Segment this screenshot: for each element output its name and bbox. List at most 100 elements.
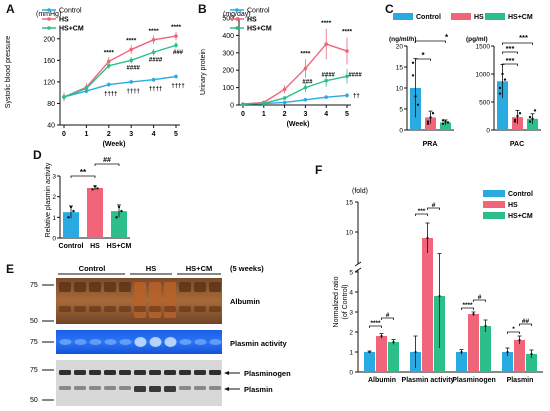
data-dot	[498, 86, 502, 90]
plasmin-activity-band	[59, 339, 72, 345]
plasmin-band	[209, 386, 221, 390]
y-tick-label: 0	[349, 370, 353, 377]
y-tick-label: 0	[230, 103, 234, 110]
data-point	[324, 78, 328, 83]
plasminogen-band	[149, 370, 161, 375]
data-point	[151, 77, 156, 82]
plasmin-band	[179, 386, 191, 390]
legend-c-hscm: HS+CM	[508, 14, 533, 21]
legend-a-hscm: HS+CM	[59, 26, 84, 33]
data-dot	[429, 116, 432, 119]
y-tick-label: 10	[396, 86, 404, 93]
data-point	[241, 102, 245, 106]
data-point	[345, 93, 349, 98]
panel-a-ylabel: Systolic blood pressure	[5, 36, 12, 108]
y-tick-label: 0	[486, 128, 490, 135]
y-tick-label: 500	[479, 100, 490, 107]
legend-f-hs-swatch	[483, 201, 505, 208]
sig-hash: ##	[103, 157, 111, 164]
albumin-band	[194, 282, 206, 292]
data-point	[345, 74, 349, 79]
sig-bracket	[519, 323, 532, 326]
panel-c-pra-xlabel: PRA	[423, 141, 438, 148]
plasminogen-mw-50: 50	[30, 397, 38, 404]
legend-c-hs: HS	[474, 14, 484, 21]
data-dot	[69, 205, 73, 209]
data-point	[151, 50, 156, 55]
plasminogen-band	[194, 370, 206, 375]
data-dot	[501, 72, 504, 76]
plasminogen-band	[119, 370, 131, 375]
plasminogen-band-label: Plasminogen	[244, 369, 291, 378]
x-tick-label: Plasmin	[507, 377, 534, 384]
sig-bracket	[381, 317, 394, 320]
data-dot	[93, 185, 97, 188]
y-tick-label: 120	[43, 79, 55, 86]
legend-c-control-swatch	[393, 13, 413, 20]
x-tick-label: 3	[303, 111, 307, 118]
y-tick-label: 1	[52, 215, 56, 222]
plasminogen-band	[59, 370, 71, 375]
y-tick-label: 15	[396, 65, 404, 72]
plasminogen-band	[74, 370, 86, 375]
plasminogen-band	[104, 370, 116, 375]
panel-e-blots: Control HS HS+CM (5 weeks) 75 50 Albumin…	[30, 264, 291, 406]
y-tick-label: 10	[346, 230, 354, 237]
data-point	[62, 95, 66, 99]
blot-timepoint: (5 weeks)	[230, 264, 264, 273]
bar	[87, 187, 103, 238]
sig-star: *	[445, 33, 449, 42]
data-point	[303, 97, 308, 102]
data-dot	[411, 61, 415, 64]
x-tick-label: 3	[129, 131, 133, 138]
data-dot	[503, 78, 507, 81]
data-point	[324, 95, 328, 99]
sig-dagger: ††	[353, 93, 360, 99]
data-dot	[115, 216, 118, 219]
plasmin-activity-band	[104, 339, 117, 345]
series-line-2	[63, 44, 177, 98]
sig-bracket	[427, 207, 440, 210]
sig-hscm: ####	[348, 72, 362, 78]
bar	[364, 352, 375, 372]
panel-e-label: E	[6, 262, 15, 276]
albumin-band-lower	[134, 306, 146, 312]
sig-star: *	[421, 51, 425, 60]
sig-bracket	[502, 63, 518, 66]
blot-group-hscm: HS+CM	[186, 264, 212, 273]
series-line-1	[242, 43, 348, 105]
sig-hs: ****	[342, 29, 353, 36]
y-tick-label: 0	[52, 236, 56, 243]
albumin-band	[89, 282, 101, 292]
panel-f-unit: (fold)	[352, 188, 368, 195]
plasmin-band	[74, 386, 86, 390]
albumin-band-lower	[179, 306, 191, 312]
bar	[422, 238, 433, 372]
x-tick-label: Albumin	[368, 377, 396, 384]
data-point	[303, 66, 308, 71]
y-tick-label: 20	[396, 44, 404, 51]
albumin-band	[149, 282, 161, 318]
legend-f-control-swatch	[483, 190, 505, 197]
albumin-band-lower	[59, 306, 71, 312]
albumin-mw-75: 75	[30, 282, 38, 289]
plasmin-band	[134, 386, 146, 392]
x-tick-label: 1	[84, 131, 88, 138]
plasminogen-band	[164, 370, 176, 375]
data-dot	[380, 334, 383, 338]
plasminogen-band	[134, 370, 146, 375]
y-tick-label: 5	[349, 270, 353, 277]
axis-break	[354, 261, 362, 267]
blot-group-control: Control	[79, 264, 106, 273]
plasminogen-band	[209, 370, 221, 375]
plasmin-band	[104, 386, 116, 390]
panel-d-chart: Relative plasmin activity 0 1 2 3 Control HS H…	[45, 157, 132, 250]
albumin-band	[74, 282, 86, 292]
sig-hs: ****	[300, 50, 311, 57]
albumin-band	[179, 282, 191, 292]
plasmin-activity-band	[119, 339, 132, 345]
panel-f-chart: (fold) Normalized ratio (of Control) 0 1 2…	[333, 188, 543, 384]
sig-bracket	[461, 307, 474, 310]
sig-hscm: ###	[302, 80, 313, 86]
y-tick-label: 200	[43, 36, 55, 43]
